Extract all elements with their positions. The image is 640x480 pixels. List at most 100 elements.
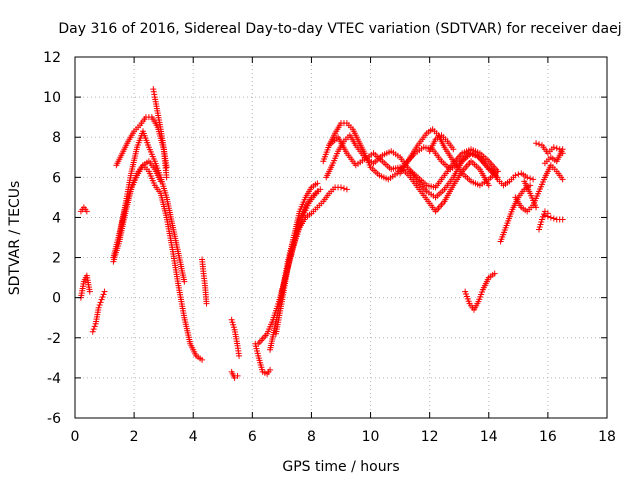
data-point bbox=[550, 215, 557, 222]
y-tick-label: 12 bbox=[43, 50, 61, 66]
series-arc-f bbox=[110, 158, 164, 265]
x-tick-label: 4 bbox=[189, 429, 198, 445]
data-point bbox=[541, 212, 548, 219]
data-point bbox=[533, 140, 540, 147]
y-axis-label: SDTVAR / TECUs bbox=[7, 181, 23, 296]
series-arc-k bbox=[228, 368, 241, 381]
data-point bbox=[228, 316, 235, 323]
data-point bbox=[99, 293, 106, 300]
axis-ticks: 0 2 4 6 8 10 12 14 16 18 -6 -4 -2 0 2 4 6 8 10 12 bbox=[43, 50, 616, 445]
data-points bbox=[77, 86, 566, 381]
data-point bbox=[314, 188, 321, 195]
series-arc-ae bbox=[541, 212, 566, 223]
y-tick-label: -2 bbox=[47, 331, 61, 347]
x-axis-label: GPS time / hours bbox=[282, 459, 399, 475]
series-arc-ac bbox=[541, 146, 566, 167]
x-tick-label: 18 bbox=[598, 429, 616, 445]
data-point bbox=[553, 145, 560, 152]
data-point bbox=[512, 172, 519, 179]
y-tick-label: 10 bbox=[43, 90, 61, 106]
series-arc-j bbox=[228, 316, 243, 359]
data-point bbox=[338, 184, 344, 191]
series-arc-x bbox=[488, 166, 537, 189]
data-point bbox=[95, 304, 102, 311]
data-point bbox=[536, 223, 543, 230]
data-point bbox=[538, 218, 545, 225]
data-point bbox=[230, 324, 237, 331]
series-arc-i bbox=[199, 256, 210, 307]
series-arc-h bbox=[150, 86, 170, 171]
x-tick-label: 6 bbox=[248, 429, 257, 445]
data-point bbox=[536, 226, 543, 233]
data-point bbox=[491, 270, 498, 277]
series-arc-d bbox=[110, 162, 206, 363]
x-tick-label: 14 bbox=[480, 429, 498, 445]
series-arc-p bbox=[278, 184, 350, 295]
data-point bbox=[537, 221, 544, 228]
x-tick-label: 8 bbox=[307, 429, 316, 445]
data-point bbox=[98, 296, 105, 303]
data-point bbox=[340, 185, 347, 192]
data-point bbox=[229, 319, 236, 326]
data-point bbox=[163, 164, 170, 171]
data-point bbox=[527, 175, 534, 182]
data-point bbox=[314, 180, 321, 187]
x-tick-label: 2 bbox=[130, 429, 139, 445]
chart-title: Day 316 of 2016, Sidereal Day-to-day VTE… bbox=[58, 21, 621, 37]
data-point bbox=[86, 288, 93, 295]
y-tick-label: 4 bbox=[52, 210, 61, 226]
data-point bbox=[96, 302, 103, 309]
plot-frame bbox=[74, 56, 608, 419]
data-point bbox=[90, 326, 97, 333]
data-point bbox=[199, 356, 206, 363]
data-point bbox=[533, 204, 540, 211]
data-point bbox=[530, 176, 537, 183]
series-arc-o bbox=[272, 180, 321, 337]
data-point bbox=[559, 216, 566, 223]
series-arc-a bbox=[77, 204, 90, 215]
data-point bbox=[89, 328, 96, 335]
data-point bbox=[559, 146, 566, 153]
data-point bbox=[181, 278, 188, 285]
series-arc-aa bbox=[521, 178, 540, 211]
data-point bbox=[230, 321, 237, 328]
data-point bbox=[540, 211, 547, 218]
y-tick-label: 8 bbox=[52, 130, 61, 146]
y-tick-label: -4 bbox=[47, 371, 61, 387]
series-arc-b bbox=[77, 272, 93, 301]
data-point bbox=[559, 176, 566, 183]
x-tick-label: 16 bbox=[539, 429, 557, 445]
y-tick-label: 6 bbox=[52, 170, 61, 186]
x-tick-label: 10 bbox=[362, 429, 380, 445]
y-tick-label: 0 bbox=[52, 291, 61, 307]
series-arc-z bbox=[512, 162, 566, 215]
data-point bbox=[267, 366, 274, 373]
data-point bbox=[91, 323, 98, 330]
series-arc-v bbox=[426, 132, 457, 155]
x-tick-label: 12 bbox=[421, 429, 439, 445]
series-arc-t bbox=[397, 126, 501, 189]
series-arc-u bbox=[405, 146, 501, 191]
series-arc-l bbox=[252, 340, 274, 377]
series-arc-ad bbox=[536, 208, 551, 233]
data-point bbox=[236, 352, 243, 359]
x-tick-label: 0 bbox=[71, 429, 80, 445]
data-point bbox=[485, 182, 492, 189]
data-point bbox=[538, 216, 545, 223]
series-arc-g bbox=[116, 128, 188, 285]
data-point bbox=[450, 146, 457, 153]
data-point bbox=[163, 174, 170, 181]
data-point bbox=[83, 208, 90, 215]
data-point bbox=[234, 372, 241, 379]
data-point bbox=[343, 186, 350, 193]
series-arc-s bbox=[326, 134, 492, 215]
data-point bbox=[544, 213, 551, 220]
data-point bbox=[203, 300, 210, 307]
y-tick-label: 2 bbox=[52, 251, 61, 267]
data-point bbox=[547, 214, 554, 221]
series-arc-c bbox=[89, 288, 108, 335]
data-point bbox=[101, 288, 108, 295]
data-point bbox=[100, 291, 107, 298]
data-point bbox=[536, 141, 543, 148]
